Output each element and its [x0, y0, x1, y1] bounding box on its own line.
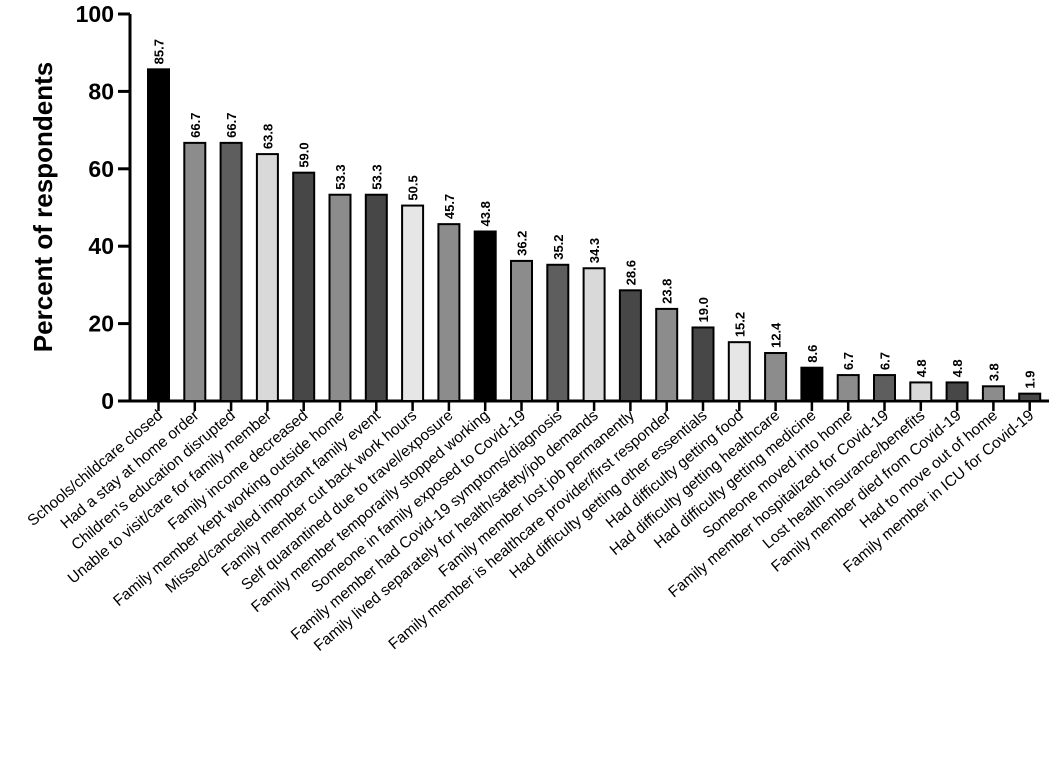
- y-axis-title: Percent of respondents: [28, 62, 58, 352]
- bar-value-label: 34.3: [587, 238, 602, 263]
- bar: [836, 374, 860, 403]
- bar: [255, 153, 279, 402]
- y-tick-label: 40: [88, 233, 114, 259]
- bar: [1018, 392, 1042, 403]
- bar-value-label: 63.8: [260, 124, 275, 149]
- bar-value-label: 53.3: [333, 164, 348, 189]
- bar-value-label: 85.7: [152, 39, 167, 64]
- bar-value-label: 3.8: [986, 363, 1001, 381]
- bar-value-label: 4.8: [914, 359, 929, 377]
- bar-value-label: 50.5: [406, 175, 421, 200]
- bar-value-label: 4.8: [950, 359, 965, 377]
- y-axis-title-group: Percent of respondents: [28, 62, 58, 352]
- bar-value-label: 59.0: [297, 142, 312, 167]
- bar-value-label: 6.7: [841, 352, 856, 370]
- bar: [873, 374, 896, 403]
- bar-value-label: 12.4: [769, 322, 784, 348]
- bar-value-label: 53.3: [369, 164, 384, 189]
- bar-value-label: 43.8: [478, 201, 493, 226]
- bar: [401, 204, 425, 402]
- bar: [655, 307, 679, 403]
- bar: [364, 193, 388, 402]
- bar-value-label: 45.7: [442, 194, 457, 219]
- y-tick-label: 100: [76, 1, 114, 27]
- x-ticks: [157, 401, 1031, 411]
- bar: [546, 263, 570, 402]
- bar: [328, 193, 352, 402]
- bar: [147, 68, 170, 402]
- bar-value-label: 28.6: [623, 260, 638, 285]
- bar: [727, 341, 751, 402]
- bar-value-label: 1.9: [1023, 371, 1038, 389]
- bar: [292, 171, 316, 402]
- bar-value-label: 8.6: [805, 345, 820, 363]
- bar-value-label: 66.7: [224, 113, 239, 138]
- data-labels: 85.7 66.7 66.7 63.8 59.0 53.3 53.3 50.5 45.7 43.8…: [152, 39, 1038, 389]
- bar: [945, 381, 969, 403]
- bars: [147, 68, 1042, 403]
- bar: [219, 141, 243, 402]
- bar: [473, 230, 497, 402]
- bar: [909, 381, 933, 403]
- bar: [800, 366, 824, 402]
- bar-value-label: 35.2: [551, 234, 566, 259]
- bar: [183, 141, 207, 402]
- bar: [618, 289, 642, 402]
- bar: [981, 385, 1005, 403]
- bar-value-label: 23.8: [660, 279, 675, 304]
- y-tick-label: 60: [88, 156, 114, 182]
- bar: [510, 259, 533, 402]
- bar: [582, 267, 606, 402]
- y-tick-label: 0: [101, 388, 114, 414]
- bar: [764, 352, 788, 402]
- y-tick-label: 20: [88, 311, 114, 337]
- y-ticks: 0 20 40 60 80 100: [76, 1, 130, 414]
- y-tick-label: 80: [88, 78, 114, 104]
- bar-value-label: 6.7: [878, 352, 893, 370]
- bar-value-label: 15.2: [732, 312, 747, 337]
- bar-value-label: 66.7: [188, 113, 203, 138]
- bar: [437, 223, 461, 402]
- bar: [691, 326, 715, 402]
- bar-value-label: 36.2: [515, 231, 530, 256]
- bar-value-label: 19.0: [696, 297, 711, 322]
